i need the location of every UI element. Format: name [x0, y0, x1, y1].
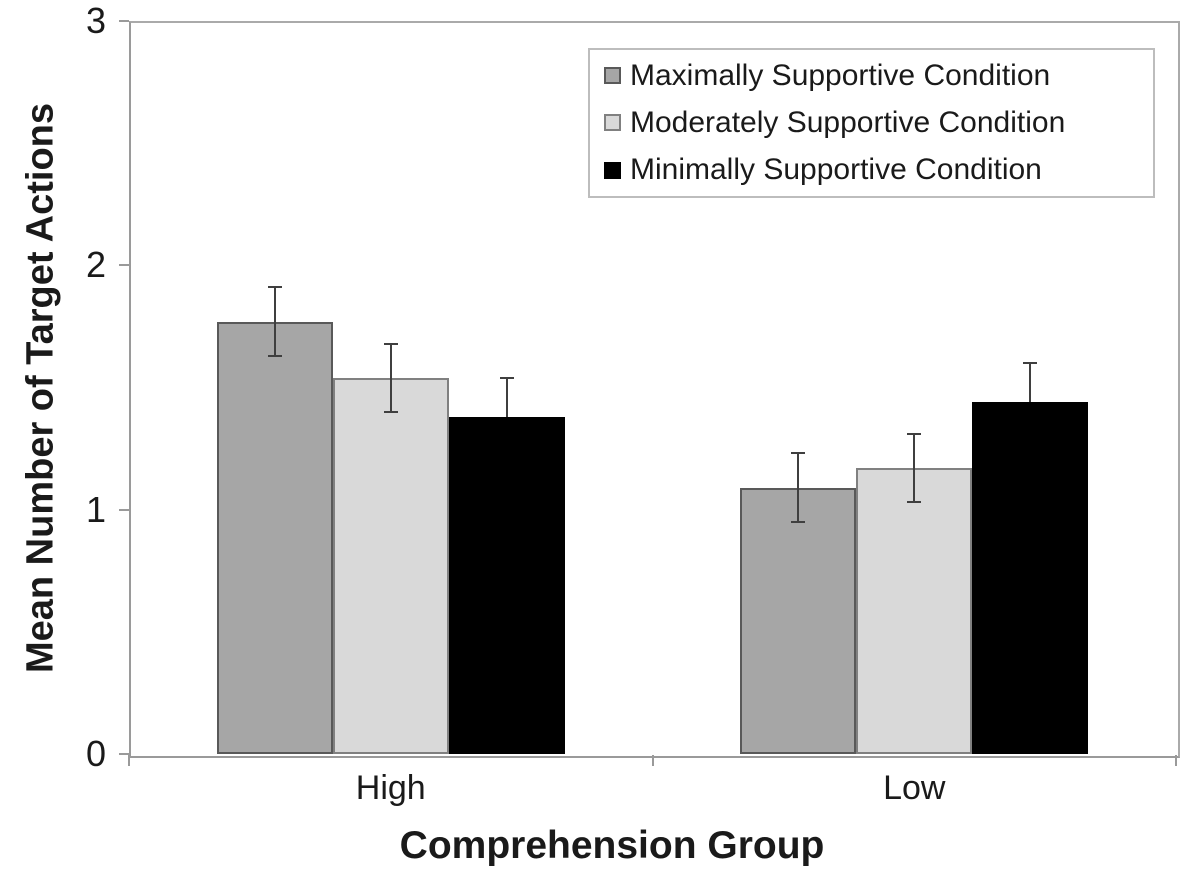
- plot-area: [129, 21, 1180, 758]
- error-bar-cap-top: [499, 376, 514, 379]
- legend-item-label: Minimally Supportive Condition: [630, 153, 1042, 187]
- bar-low-moderately: [856, 468, 973, 754]
- y-tick: [119, 508, 129, 511]
- x-category-label: High: [355, 769, 426, 807]
- error-bar-cap-top: [267, 286, 282, 289]
- y-tick-label: 1: [85, 488, 106, 530]
- legend-item-label: Maximally Supportive Condition: [630, 58, 1051, 92]
- error-bar-cap-top: [1023, 362, 1038, 365]
- x-category-label: Low: [883, 769, 946, 807]
- legend-item: Minimally Supportive Condition: [604, 153, 1153, 187]
- y-tick-label: 2: [85, 244, 106, 286]
- x-axis-title: Comprehension Group: [399, 824, 825, 867]
- y-tick-label: 3: [85, 0, 106, 41]
- x-tick: [1175, 755, 1177, 766]
- legend-swatch-icon: [604, 67, 621, 85]
- bar-high-moderately: [332, 377, 449, 754]
- bar-low-minimally: [972, 402, 1089, 754]
- bar-high-minimally: [448, 416, 565, 754]
- error-bar-line: [797, 453, 800, 522]
- bar-low-maximally: [740, 487, 857, 754]
- y-axis-title: Mean Number of Target Actions: [19, 102, 62, 674]
- legend-swatch-icon: [604, 161, 621, 179]
- error-bar-line: [389, 343, 392, 412]
- y-tick-label: 0: [85, 733, 106, 774]
- legend-item: Maximally Supportive Condition: [604, 59, 1153, 93]
- error-bar-line: [913, 433, 916, 503]
- error-bar-line: [505, 377, 508, 417]
- legend-item: Moderately Supportive Condition: [604, 106, 1153, 140]
- error-bar-cap-bottom: [267, 354, 282, 357]
- y-tick: [119, 753, 129, 755]
- error-bar-cap-bottom: [791, 520, 806, 523]
- y-tick: [119, 264, 129, 267]
- error-bar-line: [1029, 363, 1032, 403]
- x-tick: [128, 755, 130, 766]
- error-bar-cap-top: [791, 452, 806, 455]
- error-bar-cap-top: [907, 432, 922, 435]
- y-tick: [119, 20, 129, 22]
- error-bar-cap-bottom: [383, 410, 398, 413]
- legend-swatch-icon: [604, 114, 621, 132]
- bar-high-maximally: [216, 321, 333, 754]
- error-bar-cap-top: [383, 342, 398, 345]
- error-bar-line: [273, 287, 276, 356]
- legend-item-label: Moderately Supportive Condition: [630, 105, 1066, 139]
- legend: Maximally Supportive Condition Moderately…: [588, 48, 1155, 198]
- error-bar-cap-bottom: [907, 501, 922, 504]
- x-tick: [651, 755, 654, 766]
